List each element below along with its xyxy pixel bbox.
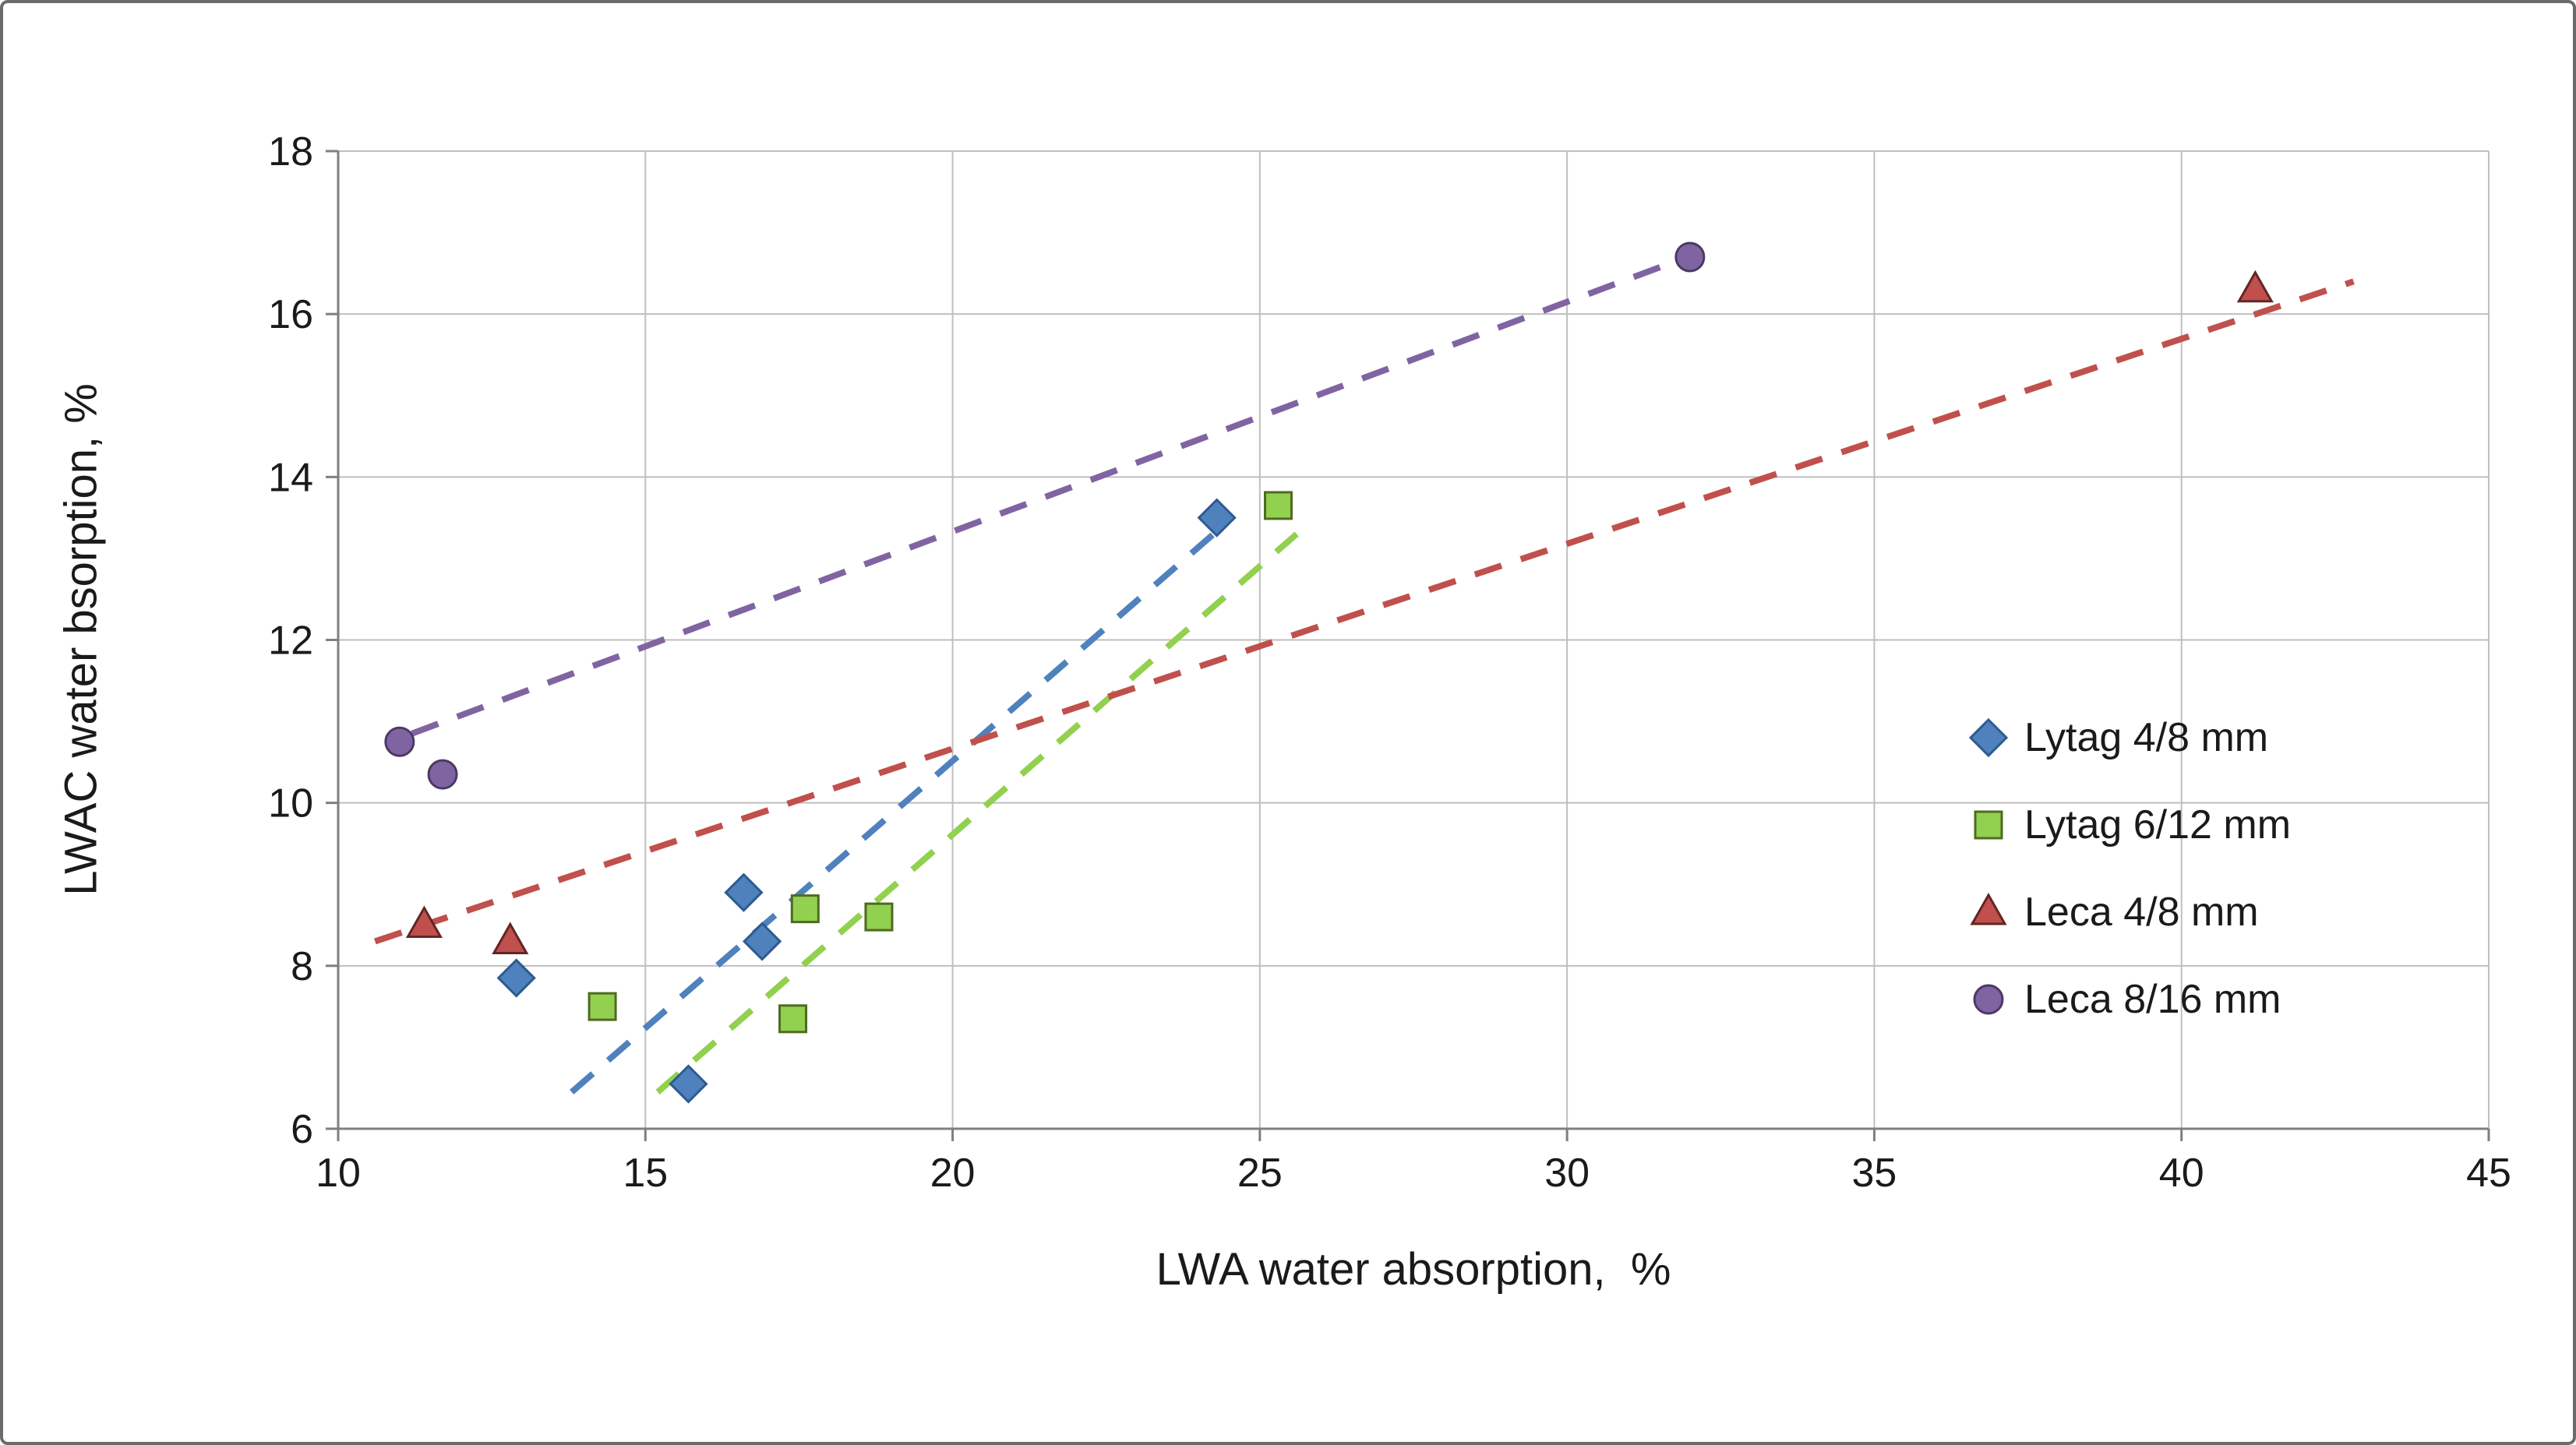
legend: Lytag 4/8 mm Lytag 6/12 mm Leca 4/8 mm Leca… (1968, 707, 2291, 1031)
legend-label: Leca 4/8 mm (2024, 890, 2259, 935)
data-point-circle (427, 759, 458, 790)
legend-label: Lytag 6/12 mm (2024, 802, 2292, 848)
legend-label: Lytag 4/8 mm (2024, 715, 2269, 760)
legend-marker-circle-icon (1973, 984, 2004, 1015)
data-point-triangle (2236, 270, 2274, 303)
x-tick-label: 45 (2466, 1151, 2511, 1196)
legend-marker-diamond-icon (1968, 717, 2009, 758)
x-tick-label: 10 (316, 1151, 361, 1196)
data-point-square (790, 894, 820, 924)
scatter-plot: 10 15 20 25 30 35 40 45 6 8 10 12 14 16 18 (268, 129, 2511, 1196)
data-point-square (1264, 491, 1293, 520)
x-tick-label: 20 (930, 1151, 976, 1196)
data-point-diamond (669, 1064, 708, 1104)
y-tick-label: 10 (268, 781, 313, 826)
legend-item: Lytag 6/12 mm (1968, 794, 2291, 856)
data-point-square (778, 1004, 808, 1034)
x-axis-title: LWA water absorption, % (1156, 1244, 1671, 1295)
data-point-square (864, 902, 894, 932)
y-axis-title: LWAC water bsorption, % (55, 383, 107, 896)
y-tick-label: 12 (268, 619, 313, 664)
data-point-diamond (1197, 498, 1237, 537)
y-tick-label: 16 (268, 292, 313, 337)
x-tick-label: 40 (2159, 1151, 2204, 1196)
trendline (411, 262, 1667, 737)
legend-item: Leca 4/8 mm (1968, 881, 2291, 943)
y-tick-label: 6 (291, 1107, 313, 1152)
legend-label: Leca 8/16 mm (2024, 977, 2281, 1022)
x-tick-label: 30 (1544, 1151, 1590, 1196)
x-tick-label: 25 (1237, 1151, 1283, 1196)
trendline (570, 523, 1226, 1094)
y-tick-label: 14 (268, 455, 313, 500)
legend-marker-square-icon (1974, 810, 2003, 840)
data-point-diamond (742, 922, 782, 961)
data-point-circle (384, 726, 415, 757)
data-point-diamond (724, 872, 764, 912)
legend-marker-triangle-icon (1970, 892, 2007, 925)
data-point-square (1974, 810, 2003, 840)
y-tick-label: 18 (268, 129, 313, 174)
x-tick-label: 15 (623, 1151, 668, 1196)
data-point-triangle (405, 905, 443, 939)
y-tick-label: 8 (291, 944, 313, 989)
data-point-circle (1973, 984, 2004, 1015)
legend-item: Leca 8/16 mm (1968, 968, 2291, 1031)
legend-item: Lytag 4/8 mm (1968, 707, 2291, 769)
data-point-triangle (1970, 892, 2007, 925)
data-point-circle (1674, 241, 1706, 273)
trendline (374, 278, 2355, 945)
data-point-diamond (1968, 717, 2009, 758)
data-point-triangle (492, 922, 529, 954)
data-point-diamond (496, 958, 536, 998)
x-tick-label: 35 (1852, 1151, 1897, 1196)
data-point-square (588, 992, 617, 1021)
